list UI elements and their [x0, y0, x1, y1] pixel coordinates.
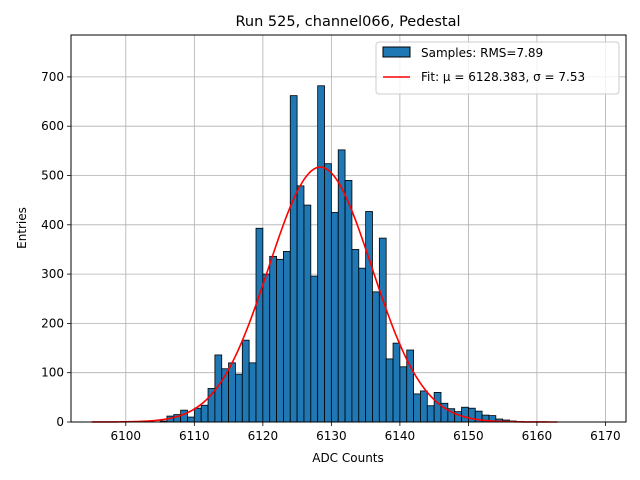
histogram-bar	[276, 258, 284, 423]
y-tick-label: 0	[56, 415, 64, 429]
histogram-bar	[358, 267, 367, 423]
histogram-bar	[468, 407, 476, 423]
histogram-bars	[159, 85, 524, 423]
legend: Samples: RMS=7.89 Fit: μ = 6128.383, σ =…	[375, 41, 620, 95]
histogram-bar	[228, 362, 236, 423]
x-tick-label: 6160	[522, 429, 553, 443]
legend-box	[375, 41, 620, 95]
y-tick-label: 200	[41, 316, 64, 330]
histogram-bar	[310, 275, 319, 423]
histogram-bar	[248, 362, 257, 423]
x-tick-label: 6100	[111, 429, 142, 443]
histogram-bar	[255, 227, 264, 423]
histogram-bar	[283, 251, 291, 423]
histogram-bar	[269, 255, 277, 423]
x-tick-label: 6120	[248, 429, 279, 443]
y-axis-label: Entries	[15, 207, 29, 249]
x-tick-label: 6110	[179, 429, 210, 443]
chart-title: Run 525, channel066, Pedestal	[235, 14, 460, 30]
y-tick-label: 600	[41, 119, 64, 133]
y-tick-label: 400	[41, 218, 64, 232]
histogram-bar	[330, 212, 339, 423]
histogram-bar	[420, 390, 428, 423]
histogram-bar	[296, 185, 305, 423]
plot-frame	[70, 34, 627, 423]
histogram-bar	[378, 237, 387, 423]
histogram-bar	[180, 409, 188, 423]
histogram-bar	[372, 291, 380, 423]
histogram-bar	[289, 95, 298, 423]
histogram-bar	[399, 366, 408, 423]
histogram-bar	[241, 339, 250, 423]
y-tick-label: 700	[41, 70, 64, 84]
histogram-bar	[193, 407, 202, 423]
y-tick-label: 500	[41, 169, 64, 183]
histogram-bar	[426, 405, 435, 423]
histogram-bar	[351, 249, 360, 423]
histogram-bar	[337, 149, 346, 423]
histogram-bar	[413, 393, 421, 423]
x-tick-label: 6140	[385, 429, 416, 443]
histogram-bar	[344, 180, 353, 423]
histogram-bar	[392, 342, 401, 423]
histogram-bar	[461, 406, 469, 423]
y-tick-label: 100	[41, 366, 64, 380]
fit-curve	[91, 166, 558, 423]
x-tick-label: 6150	[453, 429, 484, 443]
histogram-bar	[324, 163, 332, 423]
histogram-bar	[385, 358, 394, 423]
histogram-bar	[200, 404, 209, 423]
x-axis-label: ADC Counts	[312, 451, 384, 465]
x-tick-label: 6130	[316, 429, 347, 443]
legend-fit-label: Fit: μ = 6128.383, σ = 7.53	[421, 70, 585, 84]
histogram-bar	[433, 392, 442, 423]
y-axis: 0 100 200 300 400 500 600 700	[41, 70, 71, 429]
legend-samples-swatch	[382, 46, 411, 58]
y-tick-label: 300	[41, 267, 64, 281]
histogram-bar	[235, 373, 243, 423]
histogram-bar	[187, 416, 195, 423]
x-axis: 6100 6110 6120 6130 6140 6150 6160 6170	[111, 422, 621, 443]
histogram-bar	[365, 211, 373, 423]
histogram-bar	[303, 204, 312, 423]
histogram-bar	[317, 85, 325, 423]
legend-samples-label: Samples: RMS=7.89	[421, 46, 543, 60]
histogram-bar	[262, 273, 271, 423]
x-tick-label: 6170	[590, 429, 621, 443]
